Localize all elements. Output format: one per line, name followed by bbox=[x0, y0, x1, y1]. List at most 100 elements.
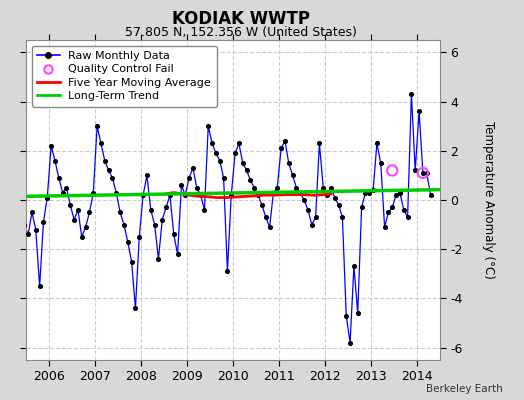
Point bbox=[261, 214, 270, 220]
Point bbox=[108, 175, 117, 181]
Point bbox=[166, 192, 174, 198]
Point bbox=[185, 175, 193, 181]
Point bbox=[85, 209, 94, 216]
Point bbox=[369, 187, 377, 193]
Point bbox=[311, 214, 320, 220]
Point bbox=[300, 197, 308, 203]
Point bbox=[81, 224, 90, 230]
Point bbox=[285, 160, 293, 166]
Text: 57.805 N, 152.356 W (United States): 57.805 N, 152.356 W (United States) bbox=[125, 26, 357, 39]
Point bbox=[1, 158, 9, 164]
Point bbox=[215, 158, 224, 164]
Point bbox=[204, 123, 212, 129]
Point bbox=[192, 184, 201, 191]
Point bbox=[365, 190, 374, 196]
Point bbox=[246, 177, 255, 184]
Point bbox=[361, 190, 369, 196]
Point bbox=[308, 222, 316, 228]
Point bbox=[331, 194, 339, 201]
Text: KODIAK WWTP: KODIAK WWTP bbox=[172, 10, 310, 28]
Point bbox=[24, 231, 32, 238]
Point bbox=[419, 170, 427, 176]
Point bbox=[357, 204, 366, 210]
Point bbox=[62, 184, 71, 191]
Point bbox=[177, 182, 185, 188]
Point bbox=[101, 158, 109, 164]
Point bbox=[396, 190, 404, 196]
Point bbox=[384, 209, 392, 216]
Point bbox=[135, 234, 144, 240]
Point bbox=[266, 224, 274, 230]
Point bbox=[254, 192, 263, 198]
Point bbox=[5, 150, 13, 156]
Point bbox=[143, 172, 151, 178]
Point bbox=[373, 140, 381, 146]
Point bbox=[16, 202, 25, 208]
Point bbox=[334, 202, 343, 208]
Point bbox=[8, 192, 17, 198]
Point bbox=[377, 160, 385, 166]
Point bbox=[162, 204, 170, 210]
Point bbox=[31, 226, 40, 233]
Point bbox=[59, 190, 67, 196]
Point bbox=[208, 140, 216, 146]
Point bbox=[89, 190, 97, 196]
Text: Berkeley Earth: Berkeley Earth bbox=[427, 384, 503, 394]
Point bbox=[258, 202, 266, 208]
Point bbox=[281, 138, 289, 144]
Point bbox=[288, 172, 297, 178]
Point bbox=[304, 207, 312, 213]
Point bbox=[36, 283, 44, 289]
Point bbox=[323, 192, 331, 198]
Point bbox=[238, 160, 247, 166]
Point bbox=[350, 263, 358, 270]
Point bbox=[315, 140, 324, 146]
Point bbox=[354, 310, 362, 316]
Point bbox=[147, 207, 155, 213]
Point bbox=[243, 167, 251, 174]
Point bbox=[124, 239, 132, 245]
Point bbox=[47, 143, 56, 149]
Point bbox=[97, 140, 105, 146]
Point bbox=[74, 207, 82, 213]
Point bbox=[220, 175, 228, 181]
Point bbox=[196, 192, 205, 198]
Point bbox=[127, 258, 136, 265]
Point bbox=[154, 256, 162, 262]
Point bbox=[150, 222, 159, 228]
Point bbox=[120, 222, 128, 228]
Point bbox=[273, 184, 281, 191]
Point bbox=[200, 207, 209, 213]
Point bbox=[93, 123, 101, 129]
Point bbox=[342, 312, 351, 319]
Point bbox=[415, 108, 423, 114]
Point bbox=[422, 170, 431, 176]
Point bbox=[338, 214, 346, 220]
Point bbox=[170, 231, 178, 238]
Point bbox=[427, 192, 435, 198]
Point bbox=[346, 340, 354, 346]
Point bbox=[212, 150, 220, 156]
Point bbox=[189, 165, 197, 171]
Point bbox=[66, 202, 74, 208]
Point bbox=[223, 268, 232, 274]
Point bbox=[28, 209, 36, 216]
Point bbox=[43, 194, 51, 201]
Point bbox=[235, 140, 243, 146]
Point bbox=[13, 214, 21, 220]
Point bbox=[181, 192, 190, 198]
Point bbox=[277, 145, 285, 152]
Point bbox=[227, 192, 235, 198]
Point bbox=[327, 184, 335, 191]
Point bbox=[112, 190, 121, 196]
Point bbox=[158, 216, 167, 223]
Point bbox=[319, 184, 328, 191]
Point bbox=[51, 158, 59, 164]
Point bbox=[380, 224, 389, 230]
Point bbox=[411, 167, 419, 174]
Point bbox=[139, 192, 147, 198]
Point bbox=[399, 207, 408, 213]
Point bbox=[54, 175, 63, 181]
Point bbox=[173, 251, 182, 257]
Point bbox=[231, 150, 239, 156]
